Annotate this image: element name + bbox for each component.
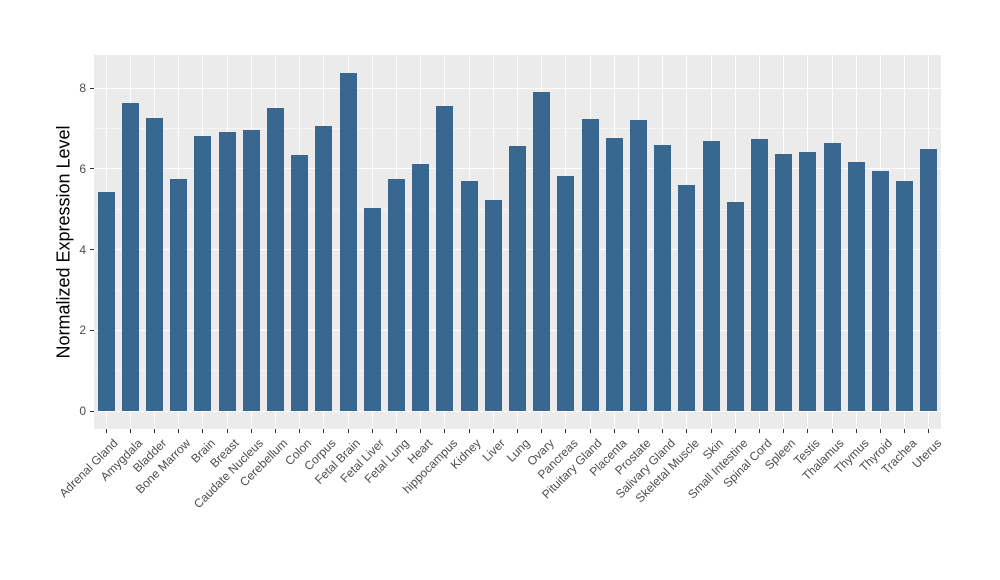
x-axis-tick (565, 429, 567, 433)
x-axis-tick (686, 429, 688, 433)
bar (194, 135, 212, 412)
bar (678, 185, 696, 412)
x-axis-tick (734, 429, 736, 433)
x-axis-tick (613, 429, 615, 433)
x-axis-tick (783, 429, 785, 433)
x-axis-tick (468, 429, 470, 433)
y-axis-tick-label: 4 (79, 242, 86, 257)
x-axis-tick (371, 429, 373, 433)
x-axis-tick (299, 429, 301, 433)
bar (726, 202, 744, 412)
x-axis-tick (541, 429, 543, 433)
y-axis-tick (90, 410, 94, 412)
x-axis-tick (105, 429, 107, 433)
bar (121, 103, 139, 412)
x-axis-tick (517, 429, 518, 433)
bar (799, 152, 817, 412)
x-axis-tick-label: Liver (479, 436, 509, 465)
bar (847, 161, 865, 412)
x-axis-tick (831, 429, 833, 433)
x-axis-tick (638, 429, 639, 433)
x-axis-tick (928, 429, 930, 433)
bar (339, 73, 357, 412)
x-axis-tick (396, 429, 397, 433)
bar (267, 107, 284, 412)
x-axis-tick (492, 429, 494, 433)
y-axis-tick-label: 0 (79, 404, 86, 419)
x-axis-tick (589, 429, 591, 433)
bar (920, 149, 938, 412)
bar (291, 155, 309, 412)
x-axis-tick (347, 429, 349, 433)
bar (97, 191, 115, 412)
bar (388, 178, 405, 412)
x-axis-tick (759, 429, 760, 433)
bar (242, 130, 260, 412)
plot-panel (94, 55, 941, 429)
bar (896, 181, 914, 412)
x-axis-tick (154, 429, 155, 433)
bar (460, 181, 478, 412)
x-axis-tick (178, 429, 180, 433)
bar (509, 145, 526, 412)
x-axis-tick (662, 429, 664, 433)
bar (872, 171, 889, 412)
x-axis-tick (323, 429, 325, 433)
x-axis-tick (202, 429, 204, 433)
bar (146, 117, 163, 412)
y-axis-tick (90, 87, 94, 89)
bar (751, 138, 768, 412)
x-axis-tick (420, 429, 422, 433)
bar (775, 153, 793, 412)
x-axis-tick (710, 429, 712, 433)
y-axis-tick (90, 168, 94, 170)
y-axis-tick (90, 249, 94, 251)
bar (170, 178, 188, 412)
bar (605, 137, 623, 412)
bar (557, 175, 575, 412)
x-axis-tick (880, 429, 881, 433)
x-axis-tick (444, 429, 446, 433)
bar (436, 105, 454, 412)
bar (315, 125, 333, 412)
x-axis-tick (855, 429, 857, 433)
bar (218, 132, 236, 412)
x-axis-tick (904, 429, 906, 433)
bar (654, 144, 672, 412)
x-axis-tick (129, 429, 131, 433)
bar (484, 199, 502, 412)
x-axis-tick (226, 429, 228, 433)
bar (533, 92, 551, 412)
x-axis-tick (807, 429, 809, 433)
y-axis-tick-label: 6 (79, 161, 86, 176)
bar (581, 118, 599, 412)
bar (630, 120, 647, 412)
bar (412, 164, 430, 412)
y-axis-tick (90, 329, 94, 331)
y-axis-tick-label: 8 (79, 81, 86, 96)
bar (363, 208, 381, 412)
bar (823, 142, 841, 412)
bar (702, 141, 720, 412)
x-axis-tick (275, 429, 276, 433)
y-axis-tick-label: 2 (79, 323, 86, 338)
x-axis-tick (250, 429, 252, 433)
